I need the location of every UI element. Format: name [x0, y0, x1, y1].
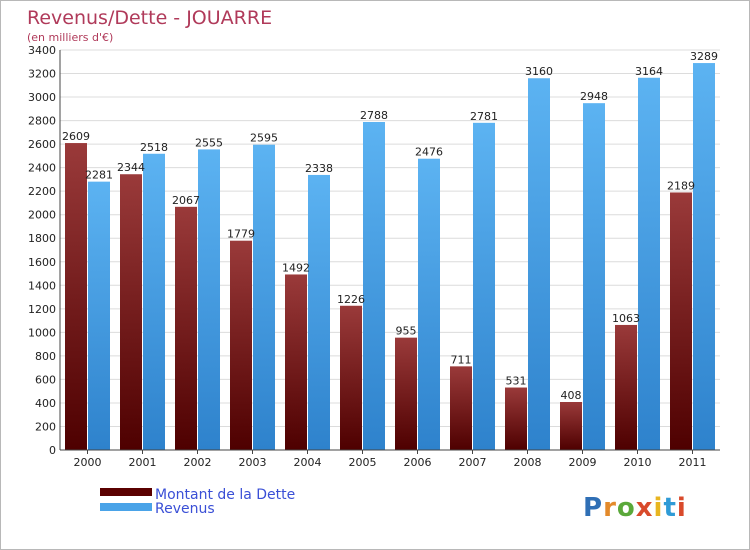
- value-label-revenue: 2595: [250, 132, 278, 145]
- y-tick-label: 2000: [28, 209, 56, 222]
- legend-swatch-revenue: [100, 503, 152, 511]
- x-tick-label: 2009: [569, 456, 597, 469]
- value-label-debt: 1779: [227, 228, 255, 241]
- value-label-debt: 2189: [667, 179, 695, 192]
- bar-revenue: [363, 122, 385, 450]
- proxiti-logo: Proxiti: [583, 493, 687, 523]
- value-label-debt: 711: [451, 353, 472, 366]
- value-label-revenue: 3289: [690, 50, 718, 63]
- logo-letter: i: [654, 493, 664, 523]
- y-tick-label: 3400: [28, 44, 56, 57]
- y-tick-label: 2200: [28, 185, 56, 198]
- value-label-debt: 2609: [62, 130, 90, 143]
- value-label-debt: 531: [506, 375, 527, 388]
- x-tick-label: 2003: [239, 456, 267, 469]
- grid: [60, 49, 720, 451]
- value-label-debt: 2067: [172, 194, 200, 207]
- bar-revenue: [528, 78, 550, 450]
- bar-debt: [395, 337, 417, 450]
- logo-letter: t: [663, 493, 676, 523]
- legend-label-revenue: Revenus: [155, 501, 215, 517]
- value-label-revenue: 3160: [525, 65, 553, 78]
- value-label-revenue: 3164: [635, 65, 663, 78]
- legend: Montant de la Dette Revenus: [100, 487, 295, 517]
- bar-revenue: [88, 181, 110, 450]
- value-label-revenue: 2518: [140, 141, 168, 154]
- y-tick-label: 2400: [28, 162, 56, 175]
- value-label-revenue: 2476: [415, 146, 443, 159]
- value-label-revenue: 2338: [305, 162, 333, 175]
- bar-revenue: [198, 149, 220, 451]
- bar-debt: [560, 402, 582, 450]
- value-label-debt: 955: [396, 325, 417, 338]
- chart-subtitle: (en milliers d'€): [27, 31, 113, 44]
- y-tick-label: 200: [35, 420, 56, 433]
- y-tick-label: 0: [49, 444, 56, 457]
- y-tick-label: 1200: [28, 303, 56, 316]
- logo-letter: P: [583, 493, 603, 523]
- x-tick-label: 2007: [459, 456, 487, 469]
- x-tick-label: 2000: [74, 456, 102, 469]
- value-label-revenue: 2788: [360, 109, 388, 122]
- bar-debt: [65, 143, 87, 450]
- value-label-revenue: 2555: [195, 136, 223, 149]
- value-label-debt: 2344: [117, 161, 145, 174]
- y-tick-label: 2800: [28, 115, 56, 128]
- bar-debt: [450, 366, 472, 450]
- y-tick-label: 2600: [28, 138, 56, 151]
- y-tick-label: 1000: [28, 326, 56, 339]
- bar-debt: [670, 192, 692, 450]
- value-label-revenue: 2781: [470, 110, 498, 123]
- value-label-debt: 1226: [337, 293, 365, 306]
- y-tick-label: 400: [35, 397, 56, 410]
- bar-revenue: [308, 174, 330, 451]
- legend-swatch-debt: [100, 488, 152, 496]
- logo-letter: x: [636, 493, 654, 523]
- bar-debt: [505, 387, 527, 450]
- y-tick-label: 3000: [28, 91, 56, 104]
- bar-revenue: [693, 63, 715, 450]
- value-label-debt: 1063: [612, 312, 640, 325]
- bars: [65, 63, 715, 451]
- bar-revenue: [638, 77, 660, 450]
- value-label-debt: 408: [561, 389, 582, 402]
- x-tick-label: 2011: [679, 456, 707, 469]
- x-tick-label: 2002: [184, 456, 212, 469]
- bar-revenue: [583, 103, 605, 451]
- bar-revenue: [253, 144, 275, 451]
- x-tick-label: 2001: [129, 456, 157, 469]
- x-tick-label: 2004: [294, 456, 322, 469]
- y-tick-label: 800: [35, 350, 56, 363]
- legend-label-debt: Montant de la Dette: [155, 487, 295, 503]
- logo-letter: i: [677, 493, 687, 523]
- value-label-revenue: 2281: [85, 169, 113, 182]
- y-tick-label: 1800: [28, 232, 56, 245]
- x-tick-label: 2010: [624, 456, 652, 469]
- bar-debt: [120, 174, 142, 450]
- bar-revenue: [473, 122, 495, 450]
- bar-revenue: [143, 153, 165, 450]
- x-tick-label: 2006: [404, 456, 432, 469]
- bar-debt: [175, 206, 197, 450]
- axes: 0 200 400 600 800 1000 1200 1400 1600 1800 2000 220…: [28, 44, 720, 469]
- bar-debt: [285, 274, 307, 450]
- x-tick-label: 2008: [514, 456, 542, 469]
- y-tick-label: 1400: [28, 279, 56, 292]
- chart-title: Revenus/Dette - JOUARRE: [27, 7, 272, 29]
- value-label-revenue: 2948: [580, 90, 608, 103]
- logo-letter: o: [617, 493, 636, 523]
- value-labels: 2609 2281 2344 2518 2067 2555 1779 2595 1492 2338…: [62, 50, 718, 402]
- y-tick-label: 600: [35, 373, 56, 386]
- logo-letter: r: [603, 493, 617, 523]
- plot-area: [60, 50, 720, 450]
- bar-debt: [615, 324, 637, 450]
- bar-revenue: [418, 158, 440, 451]
- y-tick-label: 3200: [28, 68, 56, 81]
- x-tick-label: 2005: [349, 456, 377, 469]
- value-label-debt: 1492: [282, 261, 310, 274]
- bar-debt: [230, 240, 252, 450]
- y-tick-label: 1600: [28, 256, 56, 269]
- bar-debt: [340, 305, 362, 450]
